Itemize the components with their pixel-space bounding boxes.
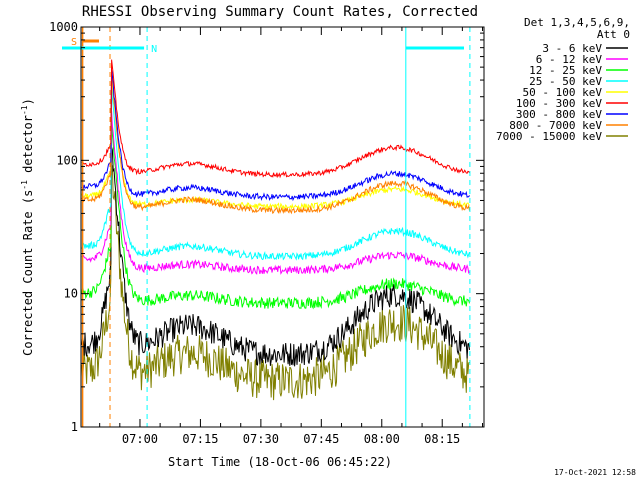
flags-layer: SN bbox=[62, 27, 471, 427]
series-line bbox=[81, 70, 470, 215]
y-axis-label-exp2: -1 bbox=[20, 105, 29, 115]
plot-frame bbox=[80, 26, 485, 428]
x-axis-label: Start Time (18-Oct-06 06:45:22) bbox=[168, 455, 392, 469]
series-line bbox=[81, 76, 470, 211]
y-axis-label-main: Corrected Count Rate (s bbox=[21, 190, 35, 356]
series-line bbox=[81, 164, 470, 401]
x-tick-label: 08:00 bbox=[364, 432, 400, 446]
legend-entry-label: 7000 - 15000 keV bbox=[496, 130, 602, 143]
series-line bbox=[81, 59, 470, 179]
y-axis-label: Corrected Count Rate (s-1 detector-1) bbox=[20, 98, 35, 356]
series-line bbox=[81, 110, 470, 275]
x-tick-label: 08:15 bbox=[424, 432, 460, 446]
x-tick-label: 07:00 bbox=[122, 432, 158, 446]
series-line bbox=[81, 87, 470, 261]
y-axis-label-exp1: -1 bbox=[20, 180, 29, 190]
saa-flag-label: S bbox=[71, 37, 77, 48]
legend-header-line1: Det 1,3,4,5,6,9, bbox=[524, 16, 630, 29]
y-tick-label: 1000 bbox=[49, 20, 78, 34]
y-tick-label: 100 bbox=[56, 153, 78, 167]
legend-entry-label: 25 - 50 keV bbox=[529, 75, 602, 88]
x-tick-label: 07:45 bbox=[303, 432, 339, 446]
legend-entry-label: 3 - 6 keV bbox=[542, 42, 602, 55]
series-line bbox=[81, 69, 470, 202]
legend-entry-label: 6 - 12 keV bbox=[536, 53, 603, 66]
y-tick-label: 10 bbox=[64, 287, 78, 301]
series-layer bbox=[81, 59, 470, 401]
y-axis-label-mid: detector bbox=[21, 115, 35, 180]
series-line bbox=[81, 147, 470, 367]
y-tick-label: 1 bbox=[71, 420, 78, 434]
legend-entry-label: 12 - 25 keV bbox=[529, 64, 602, 77]
legend-entry-label: 300 - 800 keV bbox=[516, 108, 602, 121]
legend-entry-label: 800 - 7000 keV bbox=[509, 119, 602, 132]
x-tick-label: 07:15 bbox=[182, 432, 218, 446]
legend-entry-label: 100 - 300 keV bbox=[516, 97, 602, 110]
series-line bbox=[81, 121, 470, 310]
y-axis-label-end: ) bbox=[21, 98, 35, 105]
axes-layer: 1 10 100 1000 07:00 07:15 07:30 07:45 08:00 08:15 bbox=[49, 20, 484, 446]
chart-title: RHESSI Observing Summary Count Rates, Co… bbox=[82, 4, 478, 20]
legend-entry-label: 50 - 100 keV bbox=[523, 86, 603, 99]
timestamp: 17-Oct-2021 12:58 bbox=[554, 468, 636, 477]
legend-header-line2: Att 0 bbox=[597, 28, 630, 41]
night-flag-label: N bbox=[151, 44, 157, 55]
x-tick-label: 07:30 bbox=[243, 432, 279, 446]
